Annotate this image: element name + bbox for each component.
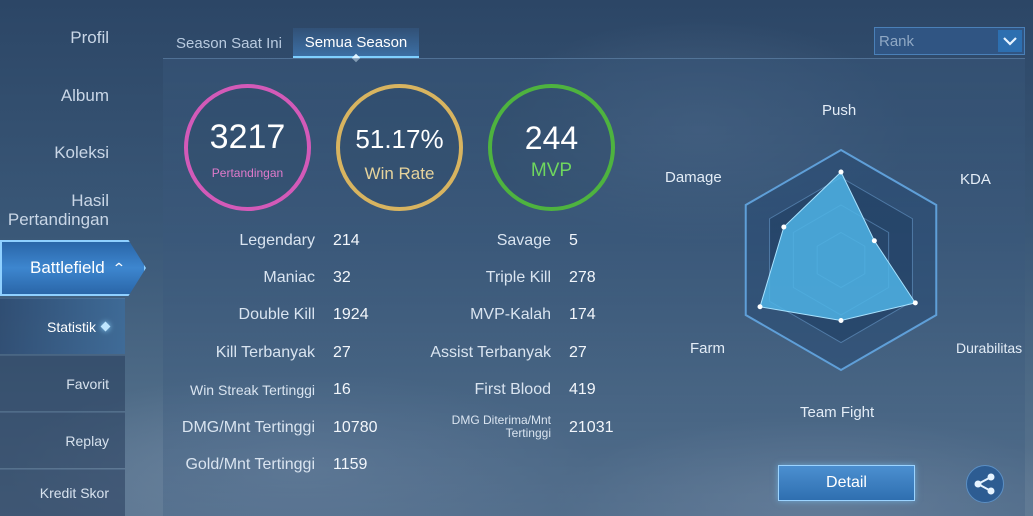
rank-filter-dropdown[interactable]: Rank [874, 27, 1025, 55]
stat-label-triple-kill: Triple Kill [485, 269, 551, 286]
stat-label-double-kill: Double Kill [238, 306, 315, 323]
sidebar-item-koleksi[interactable]: Koleksi [54, 143, 109, 162]
winrate-value: 51.17% [355, 124, 444, 154]
detail-button[interactable]: Detail [778, 465, 915, 501]
sidebar-item-profil[interactable]: Profil [70, 28, 109, 47]
stat-label-dmg-diterima: DMG Diterima/Mnt Tertinggi [451, 413, 551, 440]
mvp-value: 244 [524, 120, 579, 156]
stat-value-assist-terbanyak: 27 [569, 344, 587, 361]
stat-label-legendary: Legendary [239, 232, 315, 249]
mvp-ring: 244 MVP [488, 84, 615, 211]
active-indicator-icon [100, 321, 111, 332]
radar-point-push [838, 169, 844, 175]
stat-label-win-streak: Win Streak Tertinggi [189, 382, 315, 398]
radar-point-farm [757, 304, 763, 310]
stat-value-legendary: 214 [333, 232, 360, 249]
stat-label-savage: Savage [496, 232, 551, 249]
stat-value-win-streak: 16 [333, 381, 351, 398]
sidebar-sub-replay[interactable]: Replay [0, 412, 125, 468]
stat-value-dmg-mnt: 10780 [333, 419, 378, 436]
stat-label-maniac: Maniac [263, 269, 315, 286]
stat-label-kill-terbanyak: Kill Terbanyak [215, 344, 315, 361]
winrate-label: Win Rate [364, 164, 435, 183]
stat-value-first-blood: 419 [569, 381, 596, 398]
sidebar-sub-label: Kredit Skor [39, 485, 109, 501]
stat-value-savage: 5 [569, 232, 578, 249]
radar-label-damage: Damage [665, 169, 722, 186]
rank-filter-value: Rank [879, 32, 915, 50]
sidebar-item-hasil-pertandingan[interactable]: Hasil Pertandingan [7, 191, 109, 229]
radar-point-durabilitas [912, 300, 918, 306]
winrate-ring: 51.17% Win Rate [336, 84, 463, 211]
sidebar-sub-kredit-skor[interactable]: Kredit Skor [0, 469, 125, 516]
sidebar-item-battlefield[interactable]: Battlefield ⌃ [0, 240, 146, 296]
sidebar-item-album[interactable]: Album [60, 86, 109, 105]
radar-point-kda [871, 238, 877, 244]
radar-point-team-fight [838, 318, 844, 323]
stat-label-first-blood: First Blood [474, 381, 551, 398]
mvp-label: MVP [530, 160, 573, 181]
stat-label-dmg-mnt: DMG/Mnt Tertinggi [181, 419, 315, 436]
chevron-down-icon [998, 30, 1022, 52]
radar-label-durabilitas: Durabilitas [956, 340, 1023, 356]
radar-label-kda: KDA [960, 171, 991, 188]
stat-value-mvp-kalah: 174 [569, 306, 596, 323]
matches-ring: 3217 Pertandingan [184, 84, 311, 211]
sidebar-sub-statistik[interactable]: Statistik [0, 298, 125, 354]
sidebar-sub-label: Favorit [66, 375, 109, 392]
share-icon [974, 473, 995, 495]
stat-label-assist-terbanyak: Assist Terbanyak [430, 344, 551, 361]
stat-value-dmg-diterima: 21031 [569, 419, 614, 436]
stat-value-triple-kill: 278 [569, 269, 596, 286]
matches-label: Pertandingan [211, 166, 284, 180]
stat-value-double-kill: 1924 [333, 306, 369, 323]
battlefield-label: Battlefield [30, 258, 105, 277]
stat-value-kill-terbanyak: 27 [333, 344, 351, 361]
stat-value-gold-mnt: 1159 [333, 456, 368, 473]
detail-button-label: Detail [826, 474, 867, 491]
stat-label-gold-mnt: Gold/Mnt Tertinggi [185, 456, 315, 473]
radar-label-farm: Farm [690, 340, 725, 357]
chevron-up-icon: ⌃ [111, 259, 126, 276]
share-button[interactable] [966, 465, 1004, 503]
matches-value: 3217 [209, 118, 286, 156]
stat-value-maniac: 32 [333, 269, 351, 286]
radar-point-damage [781, 224, 787, 230]
tab-semua-season[interactable]: Semua Season [293, 28, 419, 58]
tab-season-saat-ini[interactable]: Season Saat Ini [176, 34, 282, 52]
sidebar-sub-favorit[interactable]: Favorit [0, 355, 125, 411]
stat-label-mvp-kalah: MVP-Kalah [470, 306, 551, 323]
sidebar: Profil Album Koleksi Hasil Pertandingan … [0, 0, 125, 516]
radar-label-push: Push [822, 102, 857, 119]
radar-points [757, 169, 918, 323]
sidebar-sub-label: Replay [65, 432, 109, 449]
sidebar-sub-label: Statistik [46, 318, 96, 335]
radar-chart [744, 148, 938, 372]
radar-label-team-fight: Team Fight [800, 404, 875, 421]
